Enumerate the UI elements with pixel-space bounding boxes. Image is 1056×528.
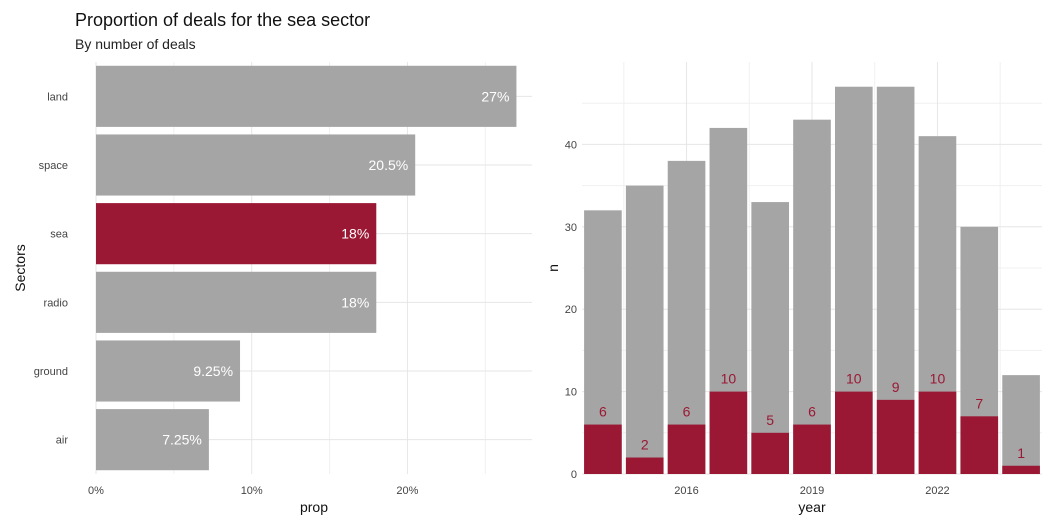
chart-title: Proportion of deals for the sea sector xyxy=(75,10,371,30)
y-axis-label: Sectors xyxy=(12,244,28,291)
x-tick-label: 2022 xyxy=(925,485,949,497)
x-tick-label: 10% xyxy=(241,485,263,497)
y-tick-label: 0 xyxy=(571,469,577,481)
bar-sea xyxy=(709,391,748,474)
bar-sea xyxy=(667,424,706,474)
bar-value-label: 10 xyxy=(721,371,737,387)
chart-subtitle: By number of deals xyxy=(75,36,196,52)
bar-sea xyxy=(584,424,622,474)
bar-sea xyxy=(793,424,831,474)
bar-ground xyxy=(96,340,241,402)
bar-value-label: 6 xyxy=(683,404,691,420)
bar-sea xyxy=(835,391,873,474)
bar-total xyxy=(667,160,706,474)
x-tick-label: 2016 xyxy=(674,485,698,497)
x-tick-label: 0% xyxy=(88,485,104,497)
y-axis-label: n xyxy=(545,264,561,272)
y-tick-label: sea xyxy=(50,229,69,241)
bar-value-label: 20.5% xyxy=(369,157,409,173)
bar-value-label: 6 xyxy=(808,404,816,420)
y-tick-label: land xyxy=(47,91,68,103)
bar-value-label: 7 xyxy=(975,395,983,411)
bar-sea xyxy=(918,391,957,474)
bar-value-label: 7.25% xyxy=(162,432,202,448)
y-tick-label: air xyxy=(56,435,69,447)
bar-value-label: 9.25% xyxy=(193,363,233,379)
bar-sea xyxy=(751,432,789,474)
bar-sea xyxy=(625,457,664,474)
y-tick-label: 20 xyxy=(565,304,577,316)
bar-value-label: 18% xyxy=(341,294,369,310)
bar-air xyxy=(96,409,209,471)
bar-value-label: 27% xyxy=(481,88,509,104)
x-tick-label: 2019 xyxy=(800,485,824,497)
x-axis-label: year xyxy=(798,499,826,515)
bar-space xyxy=(96,134,416,196)
x-tick-label: 20% xyxy=(396,485,418,497)
y-tick-label: 10 xyxy=(565,387,577,399)
y-tick-label: 40 xyxy=(565,139,577,151)
y-tick-label: radio xyxy=(44,297,68,309)
bar-sea xyxy=(876,399,915,474)
bar-value-label: 1 xyxy=(1017,445,1025,461)
bar-sea xyxy=(1002,465,1040,474)
bar-total xyxy=(751,202,789,474)
bar-value-label: 10 xyxy=(930,371,946,387)
bar-sea xyxy=(96,203,377,265)
bar-value-label: 2 xyxy=(641,437,649,453)
bar-total xyxy=(793,119,831,475)
bar-radio xyxy=(96,271,377,333)
bar-total xyxy=(1002,375,1040,474)
y-tick-label: 30 xyxy=(565,222,577,234)
x-axis-label: prop xyxy=(300,499,328,515)
bar-value-label: 6 xyxy=(599,404,607,420)
y-tick-label: space xyxy=(39,160,68,172)
bar-sea xyxy=(960,416,999,474)
bar-total xyxy=(625,185,664,474)
bar-value-label: 5 xyxy=(766,412,774,428)
bar-value-label: 18% xyxy=(341,226,369,242)
bar-land xyxy=(96,65,517,127)
bar-value-label: 9 xyxy=(892,379,900,395)
sector-proportion-chart: 27% land 20.5% space 18% sea 18% radio 9.25% grou… xyxy=(12,62,532,515)
y-tick-label: ground xyxy=(34,366,68,378)
bar-value-label: 10 xyxy=(846,371,862,387)
